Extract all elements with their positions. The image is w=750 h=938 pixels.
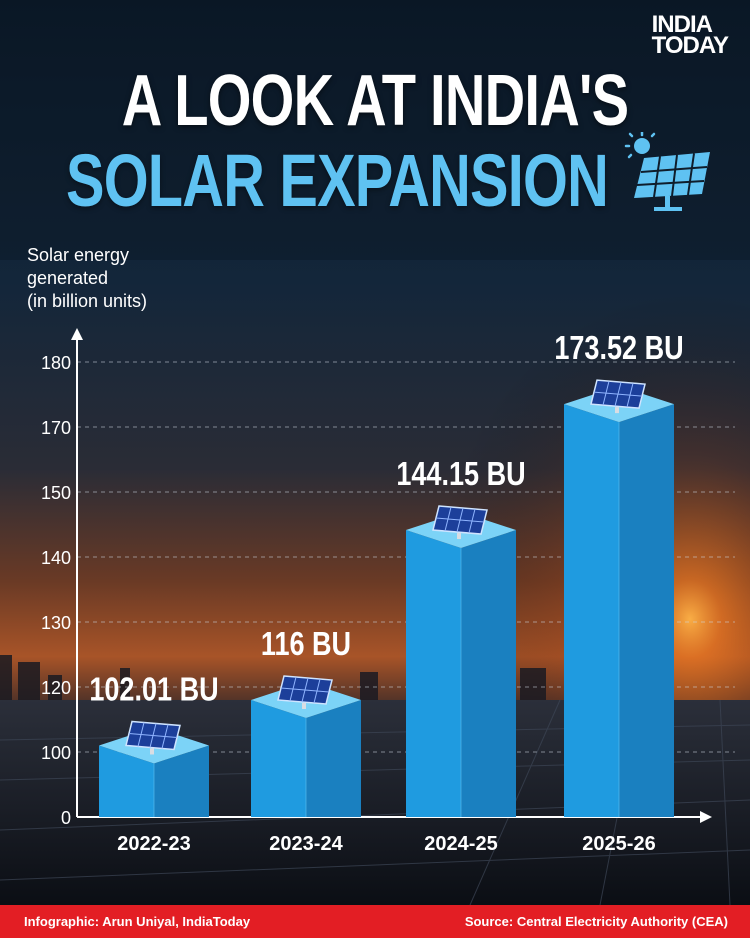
data-label: 144.15 BU: [396, 457, 525, 493]
solar-panel-icon: [432, 505, 488, 540]
y-axis-label-line-2: generated: [27, 268, 109, 288]
source-text: Source: Central Electricity Authority (C…: [464, 914, 728, 929]
y-tick-label: 150: [41, 483, 71, 503]
panel-stand: [615, 407, 619, 414]
panel-stand: [302, 703, 306, 709]
y-tick-label: 0: [61, 808, 71, 828]
panel-grid: [280, 676, 330, 704]
bar-2022-23: 102.01 BU: [89, 672, 219, 817]
data-label: 116 BU: [261, 627, 351, 663]
solar-panel-sun-icon: [624, 132, 710, 211]
bar-2025-26: 173.52 BU: [554, 331, 684, 817]
y-tick-label: 120: [41, 678, 71, 698]
bar-chart: 0 100 120 130 140 150 170 180 102.01 BU 2022-23 11…: [41, 328, 735, 855]
bar-left-face: [406, 530, 461, 817]
bar-left-face: [251, 700, 306, 817]
y-tick-label: 180: [41, 353, 71, 373]
title-line-2: SOLAR EXPANSION: [65, 139, 609, 222]
y-axis-arrow: [71, 328, 83, 340]
y-tick-label: 100: [41, 743, 71, 763]
y-axis-label-line-1: Solar energy: [27, 245, 130, 265]
panel-grid: [128, 722, 178, 749]
panel-stand: [150, 748, 154, 755]
bar-2023-24: 116 BU: [251, 627, 361, 817]
y-axis-label: Solar energy generated (in billion units…: [27, 244, 147, 313]
footer-bar: Infographic: Arun Uniyal, IndiaToday Sou…: [0, 905, 750, 938]
bar-right-face: [619, 404, 674, 817]
bar-left-face: [564, 404, 619, 817]
data-label: 102.01 BU: [89, 672, 218, 708]
solar-panel-icon: [277, 675, 333, 709]
logo-line-1: INDIA: [651, 11, 713, 38]
y-tick-label: 140: [41, 548, 71, 568]
bar-right-face: [461, 530, 516, 817]
y-tick-label: 130: [41, 613, 71, 633]
bar-right-face: [154, 745, 209, 817]
credit-text: Infographic: Arun Uniyal, IndiaToday: [24, 914, 251, 929]
panel-grid: [593, 380, 643, 408]
x-tick-label: 2022-23: [117, 833, 190, 855]
bar-left-face: [99, 745, 154, 817]
logo-line-2: TODAY: [651, 32, 729, 59]
y-axis-label-line-3: (in billion units): [27, 291, 148, 311]
x-axis-arrow: [700, 811, 712, 823]
x-tick-label: 2023-24: [269, 833, 343, 855]
panel-grid: [435, 506, 485, 534]
bar-right-face: [306, 700, 361, 817]
panel-stand: [457, 533, 461, 540]
india-today-logo: INDIA TODAY: [651, 11, 729, 59]
y-tick-label: 170: [41, 418, 71, 438]
data-label: 173.52 BU: [554, 331, 683, 367]
x-tick-label: 2025-26: [582, 833, 655, 855]
bar-2024-25: 144.15 BU: [396, 457, 526, 817]
title-line-1: A LOOK AT INDIA'S: [121, 61, 629, 141]
x-tick-label: 2024-25: [424, 833, 497, 855]
solar-panel-icon: [590, 379, 646, 414]
solar-panel-icon: [125, 720, 181, 755]
